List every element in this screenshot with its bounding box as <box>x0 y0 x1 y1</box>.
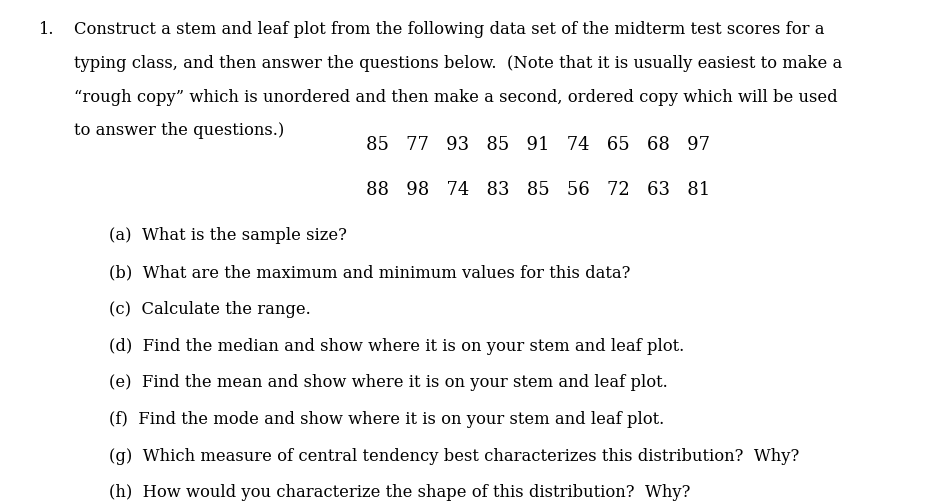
Text: Construct a stem and leaf plot from the following data set of the midterm test s: Construct a stem and leaf plot from the … <box>74 21 824 38</box>
Text: (e)  Find the mean and show where it is on your stem and leaf plot.: (e) Find the mean and show where it is o… <box>109 374 668 391</box>
Text: (a)  What is the sample size?: (a) What is the sample size? <box>109 227 347 244</box>
Text: to answer the questions.): to answer the questions.) <box>74 122 285 139</box>
Text: (c)  Calculate the range.: (c) Calculate the range. <box>109 301 311 318</box>
Text: 88   98   74   83   85   56   72   63   81: 88 98 74 83 85 56 72 63 81 <box>366 181 710 199</box>
Text: (b)  What are the maximum and minimum values for this data?: (b) What are the maximum and minimum val… <box>109 264 631 281</box>
Text: (h)  How would you characterize the shape of this distribution?  Why?: (h) How would you characterize the shape… <box>109 484 691 501</box>
Text: 1.: 1. <box>38 21 53 38</box>
Text: 85   77   93   85   91   74   65   68   97: 85 77 93 85 91 74 65 68 97 <box>366 136 710 154</box>
Text: “rough copy” which is unordered and then make a second, ordered copy which will : “rough copy” which is unordered and then… <box>74 89 838 106</box>
Text: (g)  Which measure of central tendency best characterizes this distribution?  Wh: (g) Which measure of central tendency be… <box>109 448 800 465</box>
Text: typing class, and then answer the questions below.  (Note that it is usually eas: typing class, and then answer the questi… <box>74 55 843 72</box>
Text: (f)  Find the mode and show where it is on your stem and leaf plot.: (f) Find the mode and show where it is o… <box>109 411 664 428</box>
Text: (d)  Find the median and show where it is on your stem and leaf plot.: (d) Find the median and show where it is… <box>109 338 684 355</box>
